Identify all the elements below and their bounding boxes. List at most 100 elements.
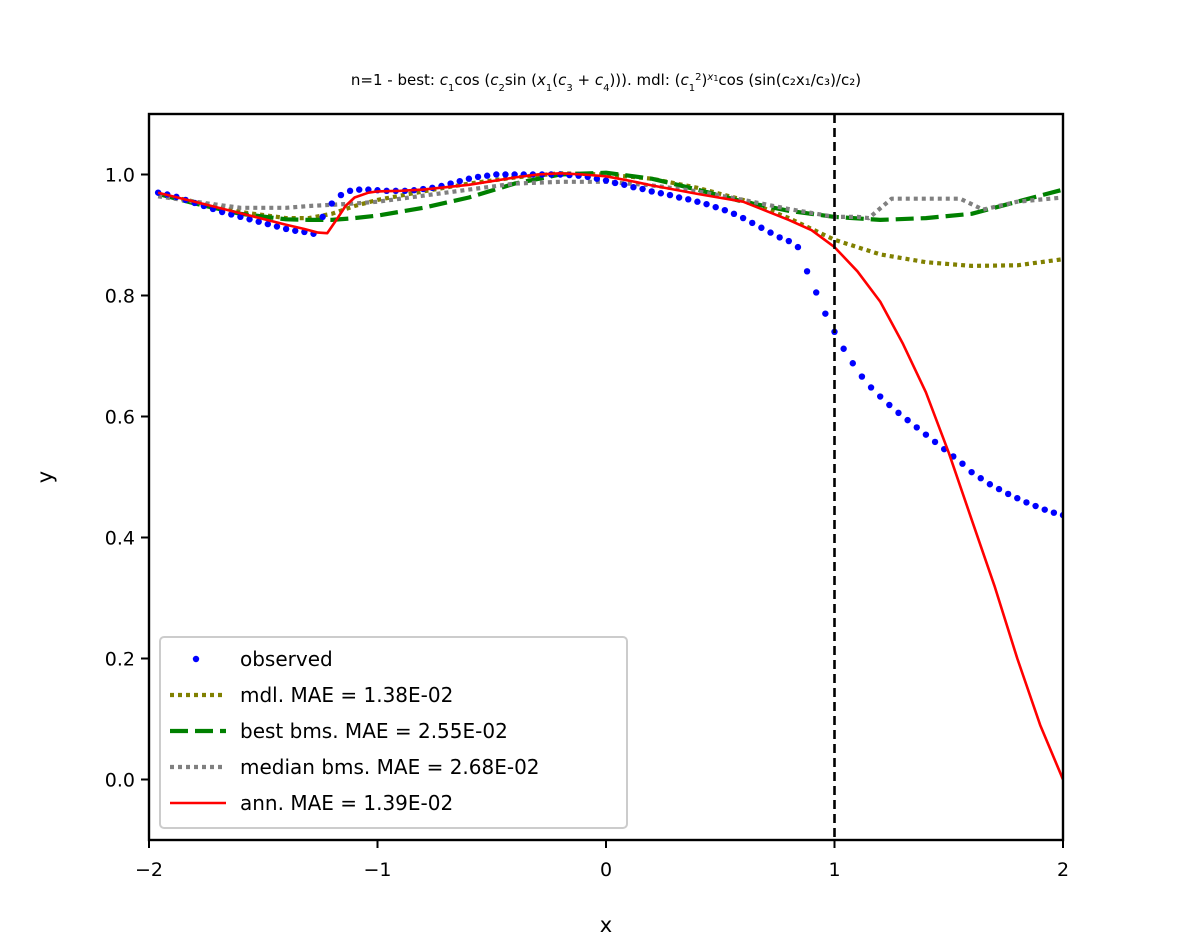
title-part: n=1 - best:	[351, 71, 440, 89]
observed-point	[694, 198, 701, 205]
observed-point	[346, 187, 354, 195]
title-part: x	[706, 72, 713, 83]
observed-point	[273, 223, 281, 230]
title-part: c	[490, 71, 499, 89]
observed-point	[483, 172, 491, 179]
title-part: 1	[713, 74, 718, 83]
observed-point	[666, 191, 674, 199]
observed-point	[877, 393, 884, 400]
observed-point	[337, 191, 345, 199]
observed-point	[456, 177, 463, 185]
title-part: 2	[695, 72, 701, 83]
observed-point	[1023, 499, 1030, 506]
x-tick-label: 1	[828, 859, 840, 881]
title-part: c	[440, 71, 449, 89]
observed-point	[712, 203, 719, 211]
legend-label: median bms. MAE = 2.68E-02	[240, 755, 540, 779]
y-axis-label: y	[33, 471, 57, 483]
observed-point	[657, 190, 665, 197]
observed-point	[803, 268, 811, 275]
title-part: (	[552, 71, 558, 89]
observed-point	[447, 180, 454, 187]
y-tick-label: 0.6	[105, 407, 135, 429]
title-part: cos (sin(c₂x₁/c₃)/c₂)	[718, 71, 861, 89]
y-tick-label: 0.8	[105, 286, 135, 308]
x-axis-label: x	[600, 913, 612, 937]
title-part: 4	[603, 83, 609, 94]
observed-point	[292, 227, 299, 234]
observed-point	[749, 219, 756, 227]
observed-point	[904, 416, 911, 424]
title-part: c	[681, 71, 690, 89]
observed-point	[776, 234, 783, 241]
observed-point	[785, 237, 792, 245]
series-layer	[154, 170, 1063, 781]
observed-point	[995, 485, 1003, 493]
title-part: 1	[448, 83, 454, 94]
observed-point	[959, 460, 966, 467]
observed-point	[767, 229, 774, 236]
legend-label: ann. MAE = 1.39E-02	[240, 791, 453, 815]
observed-point	[1004, 490, 1012, 498]
observed-point	[502, 171, 509, 178]
observed-point	[593, 175, 601, 182]
observed-point	[255, 218, 262, 225]
x-tick-label: −2	[135, 859, 163, 881]
observed-point	[922, 431, 930, 438]
observed-point	[630, 184, 637, 191]
y-tick-label: 0.4	[105, 528, 135, 550]
observed-point	[1014, 494, 1021, 502]
series-line-3	[157, 179, 1063, 221]
observed-point	[611, 179, 619, 187]
observed-point	[858, 373, 866, 380]
legend-label: mdl. MAE = 1.38E-02	[240, 683, 453, 707]
title-part: c	[595, 71, 604, 89]
observed-point	[968, 468, 975, 476]
title-part: 2	[498, 83, 504, 94]
observed-point	[840, 345, 847, 352]
observed-point	[986, 481, 994, 488]
observed-point	[822, 310, 829, 317]
observed-point	[228, 211, 235, 218]
observed-point	[1041, 506, 1048, 513]
observed-point	[639, 185, 646, 193]
observed-point	[282, 225, 290, 233]
observed-point	[648, 188, 655, 195]
observed-point	[356, 186, 363, 193]
observed-point	[849, 360, 856, 367]
observed-point	[218, 208, 226, 216]
observed-point	[328, 200, 335, 207]
observed-point	[319, 213, 326, 221]
legend-label: observed	[240, 647, 333, 671]
observed-point	[977, 475, 984, 482]
x-tick-label: 0	[600, 859, 612, 881]
title-part: 1	[546, 83, 552, 94]
x-tick-label: −1	[363, 859, 391, 881]
observed-point	[675, 194, 683, 201]
y-axis: 0.0 0.2 0.4 0.6 0.8 1.0	[105, 165, 149, 792]
legend-marker	[192, 655, 200, 663]
observed-point	[886, 401, 893, 409]
title-part: cos (	[454, 71, 490, 89]
observed-point	[1050, 509, 1058, 516]
observed-point	[895, 409, 902, 417]
observed-point	[237, 213, 244, 221]
title-part: (	[675, 71, 681, 89]
observed-point	[264, 220, 272, 228]
series-line-4	[157, 172, 1063, 781]
observed-point	[739, 214, 747, 222]
observed-point	[685, 196, 692, 203]
y-tick-label: 0.2	[105, 649, 135, 671]
x-axis: −2 −1 0 1 2	[135, 840, 1069, 881]
observed-point	[758, 224, 765, 231]
observed-point	[602, 177, 610, 184]
observed-point	[621, 181, 628, 188]
title-part: c	[558, 71, 567, 89]
title-part: 3	[566, 83, 572, 94]
observed-point	[913, 424, 920, 431]
title-part: 1	[689, 83, 695, 94]
y-tick-label: 1.0	[105, 165, 135, 187]
title-part: sin (	[505, 71, 537, 89]
